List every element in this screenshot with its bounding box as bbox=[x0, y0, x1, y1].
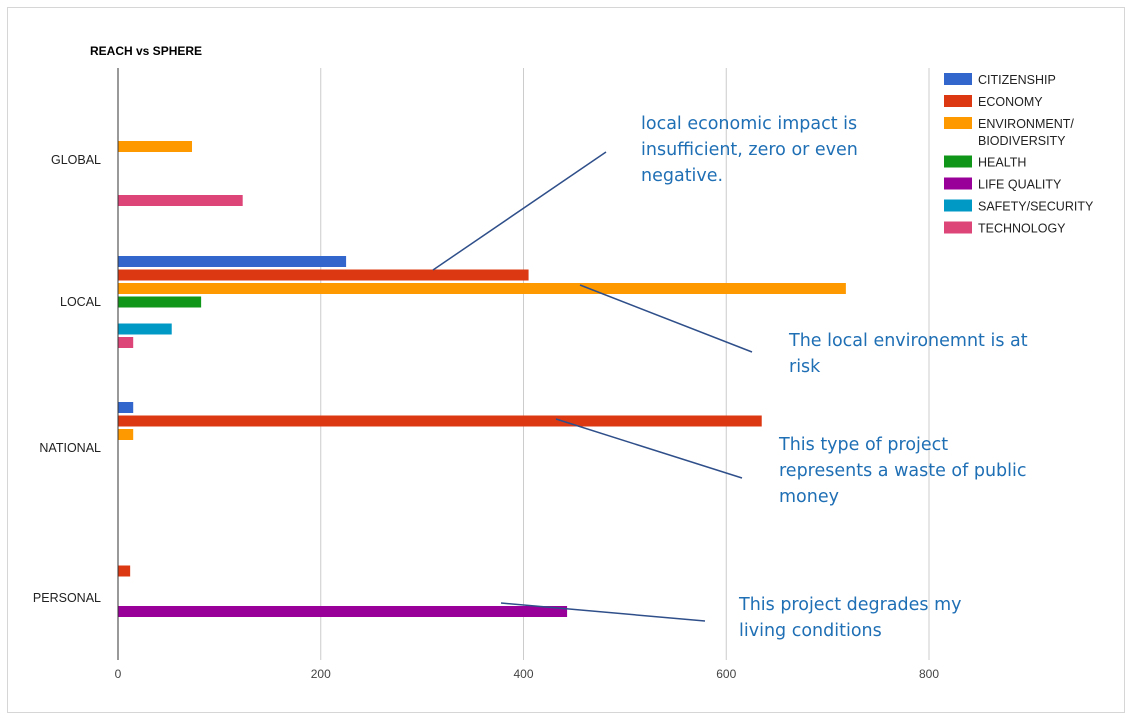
x-tick-label-0: 0 bbox=[115, 667, 122, 681]
annotation-4-line-1: This project degrades my bbox=[738, 595, 961, 615]
legend-label-health: HEALTH bbox=[978, 156, 1026, 170]
legend-label-safety-security: SAFETY/SECURITY bbox=[978, 200, 1094, 214]
annotation-2-line-2: risk bbox=[789, 357, 821, 377]
legend-label-life-quality: LIFE QUALITY bbox=[978, 178, 1062, 192]
legend-swatch-economy bbox=[944, 95, 972, 107]
category-label-personal: PERSONAL bbox=[33, 591, 101, 605]
chart-frame: REACH vs SPHERE GLOBAL LOCAL NATIONAL PERSON… bbox=[7, 7, 1125, 713]
bar-local-environment-biodiversity bbox=[118, 283, 846, 294]
annotation-1-line-2: insufficient, zero or even bbox=[641, 140, 858, 160]
annotation-3-line-2: represents a waste of public bbox=[779, 461, 1027, 481]
annotation-4-line-2: living conditions bbox=[739, 621, 882, 641]
legend-swatch-citizenship bbox=[944, 73, 972, 85]
annotation-leader-line-3 bbox=[555, 418, 743, 479]
bar-national-environment-biodiversity bbox=[118, 429, 134, 440]
annotation-text-1: local economic impact is insufficient, ze… bbox=[641, 114, 858, 186]
annotation-text-4: This project degrades my living condition… bbox=[738, 595, 961, 641]
bar-local-technology bbox=[118, 337, 134, 348]
bar-local-economy bbox=[118, 269, 529, 281]
annotation-text-2: The local environemnt is at risk bbox=[788, 331, 1028, 377]
annotation-leader-line-2 bbox=[579, 284, 753, 353]
annotation-1-line-1: local economic impact is bbox=[641, 114, 857, 134]
legend-swatch-environment-biodiversity bbox=[944, 117, 972, 129]
legend-label-citizenship: CITIZENSHIP bbox=[978, 73, 1056, 87]
x-tick-label-800: 800 bbox=[919, 667, 939, 681]
bar-global-technology bbox=[118, 195, 243, 206]
annotation-3-line-1: This type of project bbox=[778, 435, 948, 455]
x-tick-label-600: 600 bbox=[716, 667, 736, 681]
x-tick-label-400: 400 bbox=[513, 667, 533, 681]
reach-vs-sphere-chart: REACH vs SPHERE GLOBAL LOCAL NATIONAL PERSON… bbox=[33, 44, 1094, 681]
annotation-2-line-1: The local environemnt is at bbox=[788, 331, 1028, 351]
legend-label-environment-biodiversity: ENVIRONMENT/BIODIVERSITY bbox=[978, 117, 1074, 148]
bar-local-citizenship bbox=[118, 256, 347, 267]
legend-label-economy: ECONOMY bbox=[978, 95, 1043, 109]
category-label-local: LOCAL bbox=[60, 295, 101, 309]
legend-swatch-technology bbox=[944, 221, 972, 234]
annotation-text-3: This type of project represents a waste o… bbox=[778, 435, 1027, 507]
bar-national-economy bbox=[118, 415, 762, 427]
bar-local-health bbox=[118, 296, 202, 308]
bar-personal-life-quality bbox=[118, 606, 568, 617]
legend-swatch-life-quality bbox=[944, 177, 972, 190]
chart-title: REACH vs SPHERE bbox=[90, 44, 202, 58]
annotation-leader-line-1 bbox=[432, 151, 607, 271]
category-label-global: GLOBAL bbox=[51, 153, 101, 167]
category-label-national: NATIONAL bbox=[39, 441, 101, 455]
bar-personal-economy bbox=[118, 565, 131, 577]
annotation-1-line-3: negative. bbox=[641, 166, 723, 186]
legend-label-technology: TECHNOLOGY bbox=[978, 222, 1066, 236]
legend-swatch-safety-security bbox=[944, 199, 972, 212]
bar-national-citizenship bbox=[118, 402, 134, 413]
annotation-3-line-3: money bbox=[779, 487, 839, 507]
annotation-leader-line-4 bbox=[500, 602, 706, 622]
bar-local-safety-security bbox=[118, 323, 172, 335]
bar-global-environment-biodiversity bbox=[118, 141, 193, 152]
legend-swatch-health bbox=[944, 155, 972, 168]
x-tick-label-200: 200 bbox=[311, 667, 331, 681]
